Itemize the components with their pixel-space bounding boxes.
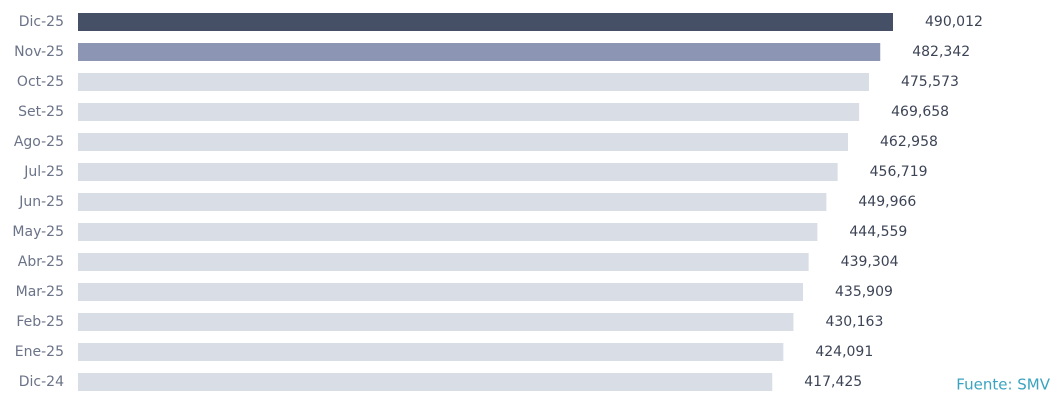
category-label: Set-25 <box>18 104 64 120</box>
bar <box>78 283 804 301</box>
bar <box>78 253 809 271</box>
bar <box>78 313 794 331</box>
value-label: 475,573 <box>901 74 959 90</box>
category-label: Dic-24 <box>19 374 64 390</box>
value-label: 456,719 <box>870 164 928 180</box>
bar <box>78 373 773 391</box>
value-label: 435,909 <box>835 284 893 300</box>
category-label: Abr-25 <box>18 254 64 270</box>
value-label: 469,658 <box>891 104 949 120</box>
value-label: 490,012 <box>925 14 983 30</box>
value-label: 482,342 <box>912 44 970 60</box>
bar <box>78 43 881 61</box>
value-label: 444,559 <box>849 224 907 240</box>
value-label: 462,958 <box>880 134 938 150</box>
category-label: May-25 <box>12 224 64 240</box>
category-label: Ene-25 <box>15 344 64 360</box>
value-label: 449,966 <box>858 194 916 210</box>
value-label: 424,091 <box>815 344 873 360</box>
category-label: Jun-25 <box>18 194 64 210</box>
category-label: Jul-25 <box>23 164 64 180</box>
value-label: 439,304 <box>841 254 899 270</box>
value-label: 417,425 <box>804 374 862 390</box>
source: Fuente: SMV <box>956 376 1050 394</box>
bar <box>78 13 893 31</box>
category-label: Mar-25 <box>16 284 64 300</box>
category-label: Dic-25 <box>19 14 64 30</box>
category-label: Nov-25 <box>14 44 64 60</box>
bar <box>78 193 827 211</box>
category-label: Oct-25 <box>17 74 64 90</box>
category-label: Ago-25 <box>14 134 64 150</box>
bar <box>78 73 869 91</box>
bar <box>78 103 860 121</box>
bar <box>78 223 818 241</box>
value-label: 430,163 <box>825 314 883 330</box>
bar <box>78 133 849 151</box>
category-label: Feb-25 <box>16 314 64 330</box>
bar <box>78 163 838 181</box>
bar <box>78 343 784 361</box>
